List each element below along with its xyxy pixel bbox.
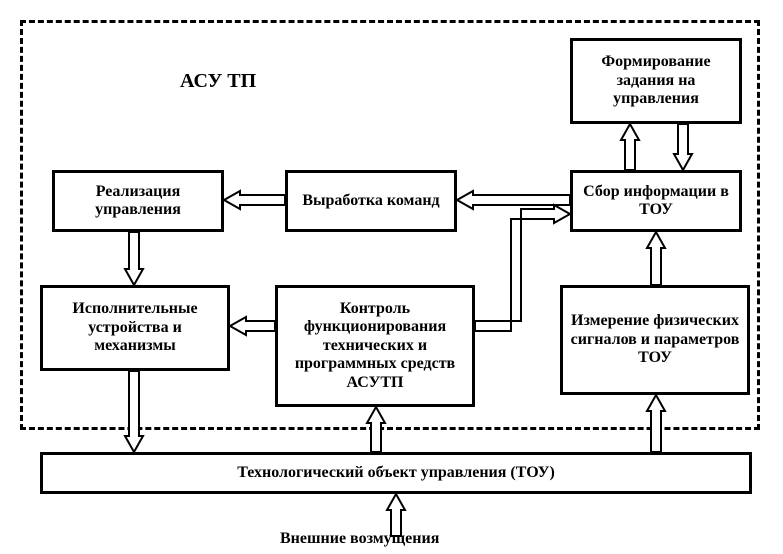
- node-control-realization: Реализация управления: [52, 170, 224, 232]
- diagram-title: АСУ ТП: [180, 70, 256, 93]
- diagram-stage: АСУ ТП Формирование задания на управлени…: [0, 0, 783, 554]
- node-label: Измерение физических сигналов и параметр…: [569, 312, 741, 367]
- node-signal-measurement: Измерение физических сигналов и параметр…: [560, 285, 750, 395]
- node-task-formation: Формирование задания на управления: [570, 38, 742, 124]
- node-actuators: Исполнительные устройства и механизмы: [40, 285, 230, 371]
- caption-external-disturbances: Внешние возмущения: [280, 530, 439, 548]
- node-functioning-control: Контроль функционирования технических и …: [275, 285, 475, 407]
- node-label: Выработка команд: [302, 192, 439, 210]
- node-label: Контроль функционирования технических и …: [284, 300, 466, 392]
- node-label: Исполнительные устройства и механизмы: [49, 300, 221, 355]
- node-command-generation: Выработка команд: [285, 170, 457, 232]
- node-information-collect: Сбор информации в ТОУ: [570, 170, 742, 232]
- node-tou: Технологический объект управления (ТОУ): [40, 452, 752, 494]
- node-label: Технологический объект управления (ТОУ): [237, 464, 555, 482]
- node-label: Формирование задания на управления: [579, 53, 733, 108]
- node-label: Реализация управления: [61, 183, 215, 220]
- node-label: Сбор информации в ТОУ: [579, 183, 733, 220]
